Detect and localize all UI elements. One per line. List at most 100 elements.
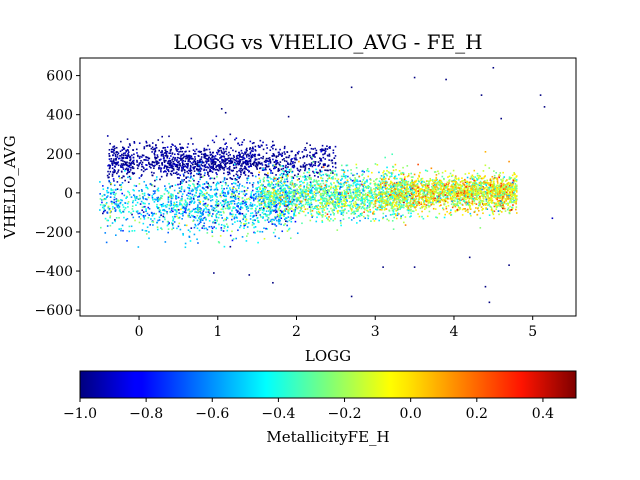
scatter-point bbox=[358, 207, 360, 209]
scatter-point bbox=[166, 174, 168, 177]
scatter-point bbox=[177, 183, 179, 186]
scatter-point bbox=[287, 206, 290, 208]
scatter-point bbox=[167, 170, 170, 173]
scatter-point bbox=[180, 159, 183, 161]
scatter-point bbox=[302, 175, 304, 178]
scatter-point bbox=[162, 220, 164, 223]
scatter-point bbox=[317, 199, 319, 202]
scatter-point bbox=[320, 160, 323, 162]
scatter-point bbox=[181, 199, 183, 202]
scatter-point bbox=[267, 189, 269, 192]
scatter-point bbox=[352, 182, 355, 184]
scatter-point bbox=[145, 156, 147, 158]
scatter-point bbox=[345, 190, 348, 193]
scatter-point bbox=[196, 161, 199, 164]
scatter-point bbox=[281, 211, 283, 213]
scatter-point bbox=[175, 213, 178, 216]
scatter-point bbox=[220, 156, 222, 159]
scatter-point bbox=[406, 175, 409, 178]
scatter-point bbox=[203, 169, 205, 172]
scatter-point bbox=[279, 200, 282, 203]
scatter-point bbox=[136, 197, 138, 199]
scatter-point bbox=[216, 153, 219, 155]
scatter-point bbox=[170, 202, 173, 205]
scatter-point bbox=[129, 159, 132, 162]
scatter-point bbox=[273, 177, 276, 180]
scatter-point bbox=[402, 194, 405, 197]
scatter-point bbox=[189, 177, 192, 179]
scatter-point bbox=[327, 202, 330, 204]
scatter-point bbox=[246, 235, 248, 237]
scatter-point bbox=[391, 186, 393, 189]
scatter-point bbox=[259, 207, 261, 210]
scatter-point bbox=[205, 161, 208, 163]
scatter-point bbox=[218, 150, 220, 152]
scatter-point bbox=[302, 204, 305, 206]
scatter-point bbox=[349, 195, 351, 197]
scatter-point bbox=[315, 200, 317, 202]
scatter-point bbox=[249, 202, 252, 204]
scatter-point bbox=[373, 180, 375, 183]
scatter-point bbox=[239, 160, 242, 163]
scatter-point bbox=[189, 180, 192, 182]
scatter-point bbox=[169, 204, 172, 207]
scatter-point bbox=[324, 212, 327, 214]
scatter-point bbox=[229, 165, 231, 168]
scatter-point bbox=[411, 189, 414, 192]
scatter-point bbox=[197, 186, 199, 188]
scatter-point bbox=[336, 174, 338, 177]
scatter-point bbox=[247, 165, 250, 168]
scatter-point bbox=[302, 166, 304, 168]
scatter-point bbox=[121, 158, 124, 160]
scatter-point bbox=[305, 186, 308, 189]
scatter-point bbox=[250, 212, 252, 215]
scatter-point bbox=[154, 156, 156, 158]
scatter-point bbox=[162, 171, 165, 173]
scatter-point bbox=[353, 197, 355, 200]
scatter-point bbox=[159, 167, 161, 169]
scatter-point bbox=[278, 176, 281, 179]
scatter-point bbox=[151, 142, 154, 144]
scatter-point bbox=[283, 213, 285, 216]
scatter-point bbox=[251, 203, 254, 206]
scatter-point bbox=[210, 167, 213, 169]
scatter-point bbox=[391, 205, 394, 207]
scatter-point bbox=[172, 165, 174, 168]
scatter-point bbox=[282, 184, 285, 187]
scatter-point bbox=[241, 202, 244, 205]
scatter-point bbox=[207, 214, 210, 216]
scatter-point bbox=[296, 184, 298, 186]
scatter-point bbox=[126, 171, 129, 174]
scatter-point bbox=[288, 171, 291, 173]
scatter-point bbox=[115, 192, 117, 195]
scatter-point bbox=[232, 182, 235, 184]
scatter-point bbox=[232, 186, 235, 188]
scatter-point bbox=[259, 179, 262, 182]
scatter-point bbox=[161, 141, 164, 144]
scatter-point bbox=[180, 203, 182, 205]
scatter-point bbox=[236, 203, 239, 205]
scatter-point bbox=[181, 158, 184, 160]
scatter-point bbox=[317, 210, 320, 213]
scatter-point bbox=[318, 187, 321, 189]
scatter-point bbox=[262, 209, 265, 212]
scatter-point bbox=[282, 210, 284, 212]
scatter-point bbox=[180, 213, 182, 215]
scatter-point bbox=[114, 189, 117, 191]
scatter-point bbox=[332, 195, 335, 197]
scatter-point bbox=[259, 167, 262, 169]
scatter-point bbox=[340, 224, 342, 227]
scatter-point bbox=[193, 183, 195, 186]
scatter-point bbox=[348, 196, 351, 199]
scatter-point bbox=[267, 163, 270, 165]
scatter-point bbox=[148, 231, 150, 233]
scatter-point bbox=[349, 207, 352, 210]
scatter-point bbox=[318, 180, 320, 182]
scatter-point bbox=[284, 174, 287, 176]
scatter-point bbox=[327, 191, 330, 194]
scatter-point bbox=[242, 154, 245, 157]
scatter-point bbox=[216, 176, 218, 178]
scatter-point bbox=[123, 164, 126, 166]
scatter-point bbox=[391, 207, 394, 210]
scatter-point bbox=[340, 164, 343, 167]
